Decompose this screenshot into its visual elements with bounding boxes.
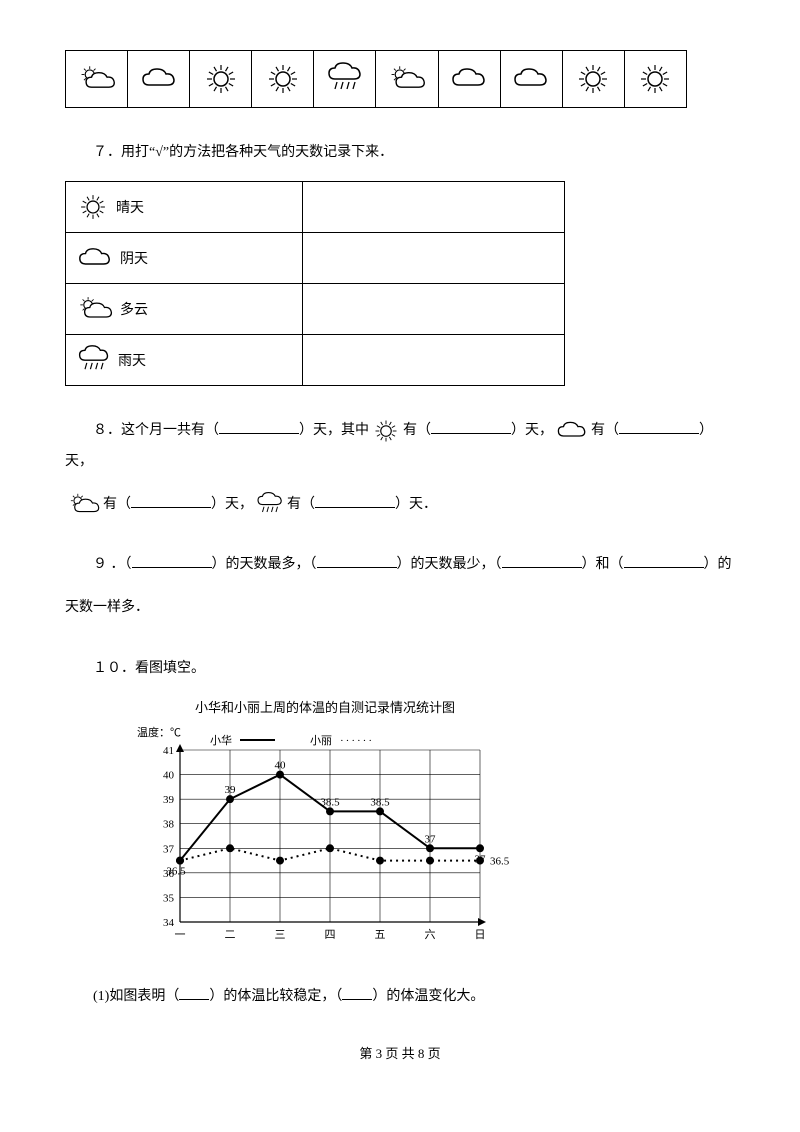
question-8: ８．这个月一共有（）天，其中 有（）天， 有（）天， [65,416,735,478]
svg-text:四: 四 [325,929,336,941]
weather-cell-overcast [128,51,190,107]
row-overcast: 阴天 [66,232,303,283]
weather-cell-sunny [252,51,314,107]
weather-tally-table: 晴天 阴天 多云 [65,181,565,386]
sun-icon [371,416,401,446]
label-overcast: 阴天 [120,248,148,268]
blank [624,553,704,568]
page-footer: 第 3 页 共 8 页 [65,1043,735,1062]
chart-title: 小华和小丽上周的体温的自测记录情况统计图 [135,697,515,716]
svg-text:小丽: 小丽 [310,734,332,747]
cloud-icon [76,245,114,272]
blank [431,419,511,434]
q9-text: ）的天数最多，（ [212,557,317,572]
question-10-1: (1)如图表明（ ）的体温比较稳定，（ ）的体温变化大。 [65,982,735,1013]
question-8-line2: 有（ ）天， 有（ ）天． [65,490,735,521]
blank [619,419,699,434]
svg-text:38: 38 [163,819,175,831]
tally-overcast [303,232,565,283]
weather-cell-overcast [439,51,501,107]
blank [315,493,395,508]
svg-text:40: 40 [275,759,287,771]
svg-text:六: 六 [425,928,436,941]
rain-cloud-icon [76,344,112,376]
q9-text: ）的 [704,557,732,572]
q10-1-text: ）的体温变化大。 [372,989,484,1004]
weather-icon-row [65,50,687,108]
label-sunny: 晴天 [116,197,144,217]
blank [219,419,299,434]
weather-cell-overcast [501,51,563,107]
svg-text:40: 40 [163,769,175,781]
tally-cloudy [303,283,565,334]
rain-cloud-icon [255,491,285,518]
label-rainy: 雨天 [118,350,146,370]
blank [317,553,397,568]
svg-text:36.5: 36.5 [166,865,186,877]
line-chart: 小华和小丽上周的体温的自测记录情况统计图 温度：℃ 小华 小丽 ······ 34 35 3… [135,697,515,952]
q9-text: ）和（ [582,557,624,572]
svg-text:38.5: 38.5 [370,796,390,808]
question-10: １０．看图填空。 [65,654,735,685]
q8-text: ８．这个月一共有（ [93,423,219,438]
label-cloudy: 多云 [120,299,148,319]
weather-cell-cloudy [66,51,128,107]
svg-text:34: 34 [163,917,175,929]
svg-text:37: 37 [425,833,437,845]
svg-text:35: 35 [163,892,175,904]
svg-text:三: 三 [275,929,286,941]
blank [342,985,372,1000]
row-sunny: 晴天 [66,181,303,232]
svg-text:38.5: 38.5 [320,796,340,808]
blank [132,553,212,568]
q10-1-text: ）的体温比较稳定，（ [209,989,342,1004]
weather-cell-cloudy [376,51,438,107]
chart-svg: 温度：℃小华小丽······3435363738394041一二三四五六日36.… [135,722,515,952]
q8-text: 有（ [287,497,315,512]
svg-text:日: 日 [475,929,486,941]
blank [502,553,582,568]
row-rainy: 雨天 [66,334,303,385]
q8-text: 有（ [403,423,431,438]
svg-text:39: 39 [225,784,237,796]
svg-text:一: 一 [175,929,186,941]
sun-cloud-icon [76,294,114,324]
q8-text: ）天，其中 [299,423,369,438]
svg-text:五: 五 [375,929,386,941]
sun-cloud-icon [67,491,101,518]
svg-text:二: 二 [225,929,236,941]
blank [179,985,209,1000]
q8-text: 有（ [103,497,131,512]
row-cloudy: 多云 [66,283,303,334]
weather-cell-sunny [563,51,625,107]
blank [131,493,211,508]
q9-text: ９ ．（ [93,557,132,572]
question-9-line2: 天数一样多． [65,593,735,624]
question-9: ９ ．（ ）的天数最多，（ ）的天数最少，（ ）和（ ）的 [65,550,735,581]
weather-cell-sunny [625,51,686,107]
svg-text:37: 37 [163,843,175,855]
weather-cell-sunny [190,51,252,107]
tally-sunny [303,181,565,232]
q8-text: ）天， [211,497,253,512]
q8-text: ）天， [511,423,553,438]
q8-text: ）天． [395,497,437,512]
sun-icon [76,190,110,224]
q9-text: ）的天数最少，（ [397,557,502,572]
svg-text:小华: 小华 [210,733,232,747]
q8-text: 有（ [591,423,619,438]
cloud-icon [555,419,589,443]
svg-text:36.5: 36.5 [490,855,510,867]
svg-text:41: 41 [163,745,174,757]
svg-text:39: 39 [163,794,175,806]
question-7: ７．用打“√”的方法把各种天气的天数记录下来． [65,138,735,169]
tally-rainy [303,334,565,385]
svg-text:······: ······ [340,735,374,747]
q10-1-text: (1)如图表明（ [93,989,179,1004]
weather-cell-rainy [314,51,376,107]
svg-text:温度：℃: 温度：℃ [137,725,181,739]
